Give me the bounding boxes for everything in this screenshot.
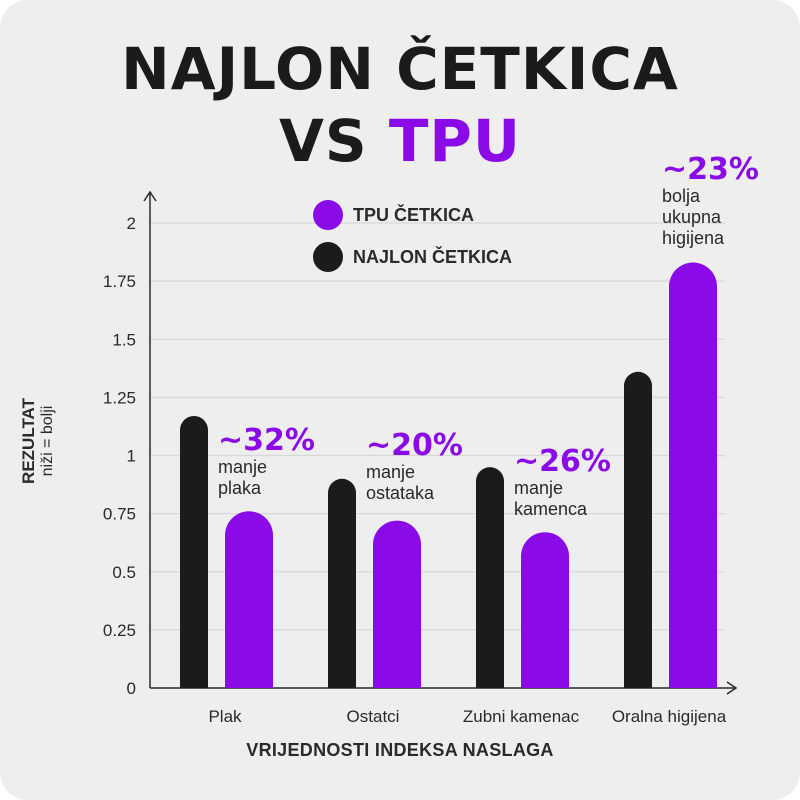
annotation-kamenac: ~26% manje kamenca <box>514 447 611 519</box>
legend-item-nylon: NAJLON ČETKICA <box>313 242 512 272</box>
x-tick-label: Zubni kamenac <box>463 707 580 726</box>
annotation-desc-line: manje <box>218 457 268 477</box>
annotation-desc-line: higijena <box>662 227 725 248</box>
legend-label-tpu: TPU ČETKICA <box>353 204 474 225</box>
legend-item-tpu: TPU ČETKICA <box>313 200 474 230</box>
y-tick-label: 1.75 <box>103 272 136 291</box>
y-axis-sublabel: niži = bolji <box>38 405 56 477</box>
x-axis-arrow <box>726 681 738 695</box>
bar-nylon <box>180 415 208 688</box>
y-tick-label: 0.25 <box>103 621 136 640</box>
bar-tpu <box>521 532 569 688</box>
annotation-desc-line: bolja <box>662 186 701 206</box>
y-tick-label: 1.25 <box>103 388 136 407</box>
x-tick-label: Plak <box>208 707 242 726</box>
y-axis-label: REZULTAT <box>18 398 38 484</box>
annotation-plak: ~32% manje plaka <box>218 426 315 498</box>
y-axis-arrow <box>143 190 157 202</box>
y-tick-label: 0.75 <box>103 505 136 524</box>
legend-label-nylon: NAJLON ČETKICA <box>353 246 513 267</box>
annotation-pct: ~32% <box>218 423 315 458</box>
bar-tpu <box>225 511 273 688</box>
annotation-ostatci: ~20% manje ostataka <box>366 431 463 503</box>
x-axis-title: VRIJEDNOSTI INDEKSA NASLAGA <box>246 740 554 760</box>
annotation-pct: ~23% <box>662 152 759 187</box>
x-tick-label: Ostatci <box>347 707 400 726</box>
bar-nylon <box>624 371 652 688</box>
annotation-desc-line: ostataka <box>366 482 435 503</box>
annotation-pct: ~20% <box>366 428 463 463</box>
legend-swatch-nylon <box>313 242 343 272</box>
chart-title-line2: VS TPU <box>0 112 800 170</box>
y-tick-label: 1.5 <box>112 330 136 349</box>
annotation-pct: ~26% <box>514 444 611 479</box>
y-tick-label: 0 <box>127 679 136 698</box>
annotation-desc-line: manje <box>366 462 416 482</box>
bar-tpu <box>373 520 421 688</box>
annotation-desc-line: ukupna <box>662 206 722 227</box>
y-tick-label: 0.5 <box>112 563 136 582</box>
title-accent: TPU <box>388 107 522 175</box>
x-tick-label: Oralna higijena <box>612 707 727 726</box>
y-axis-title: REZULTAT niži = bolji <box>18 398 56 484</box>
bar-tpu <box>669 262 717 688</box>
y-tick-label: 2 <box>127 214 136 233</box>
annotation-desc-line: kamenca <box>514 498 588 519</box>
annotation-higijena: ~23% bolja ukupna higijena <box>662 155 759 248</box>
bar-nylon <box>328 478 356 688</box>
annotation-desc-line: manje <box>514 478 564 498</box>
legend-swatch-tpu <box>313 200 343 230</box>
annotation-desc-line: plaka <box>218 477 262 498</box>
y-tick-label: 1 <box>127 447 136 466</box>
chart-title-line1: NAJLON ČETKICA <box>121 35 679 103</box>
bar-nylon <box>476 467 504 688</box>
title-prefix: VS <box>278 107 389 175</box>
